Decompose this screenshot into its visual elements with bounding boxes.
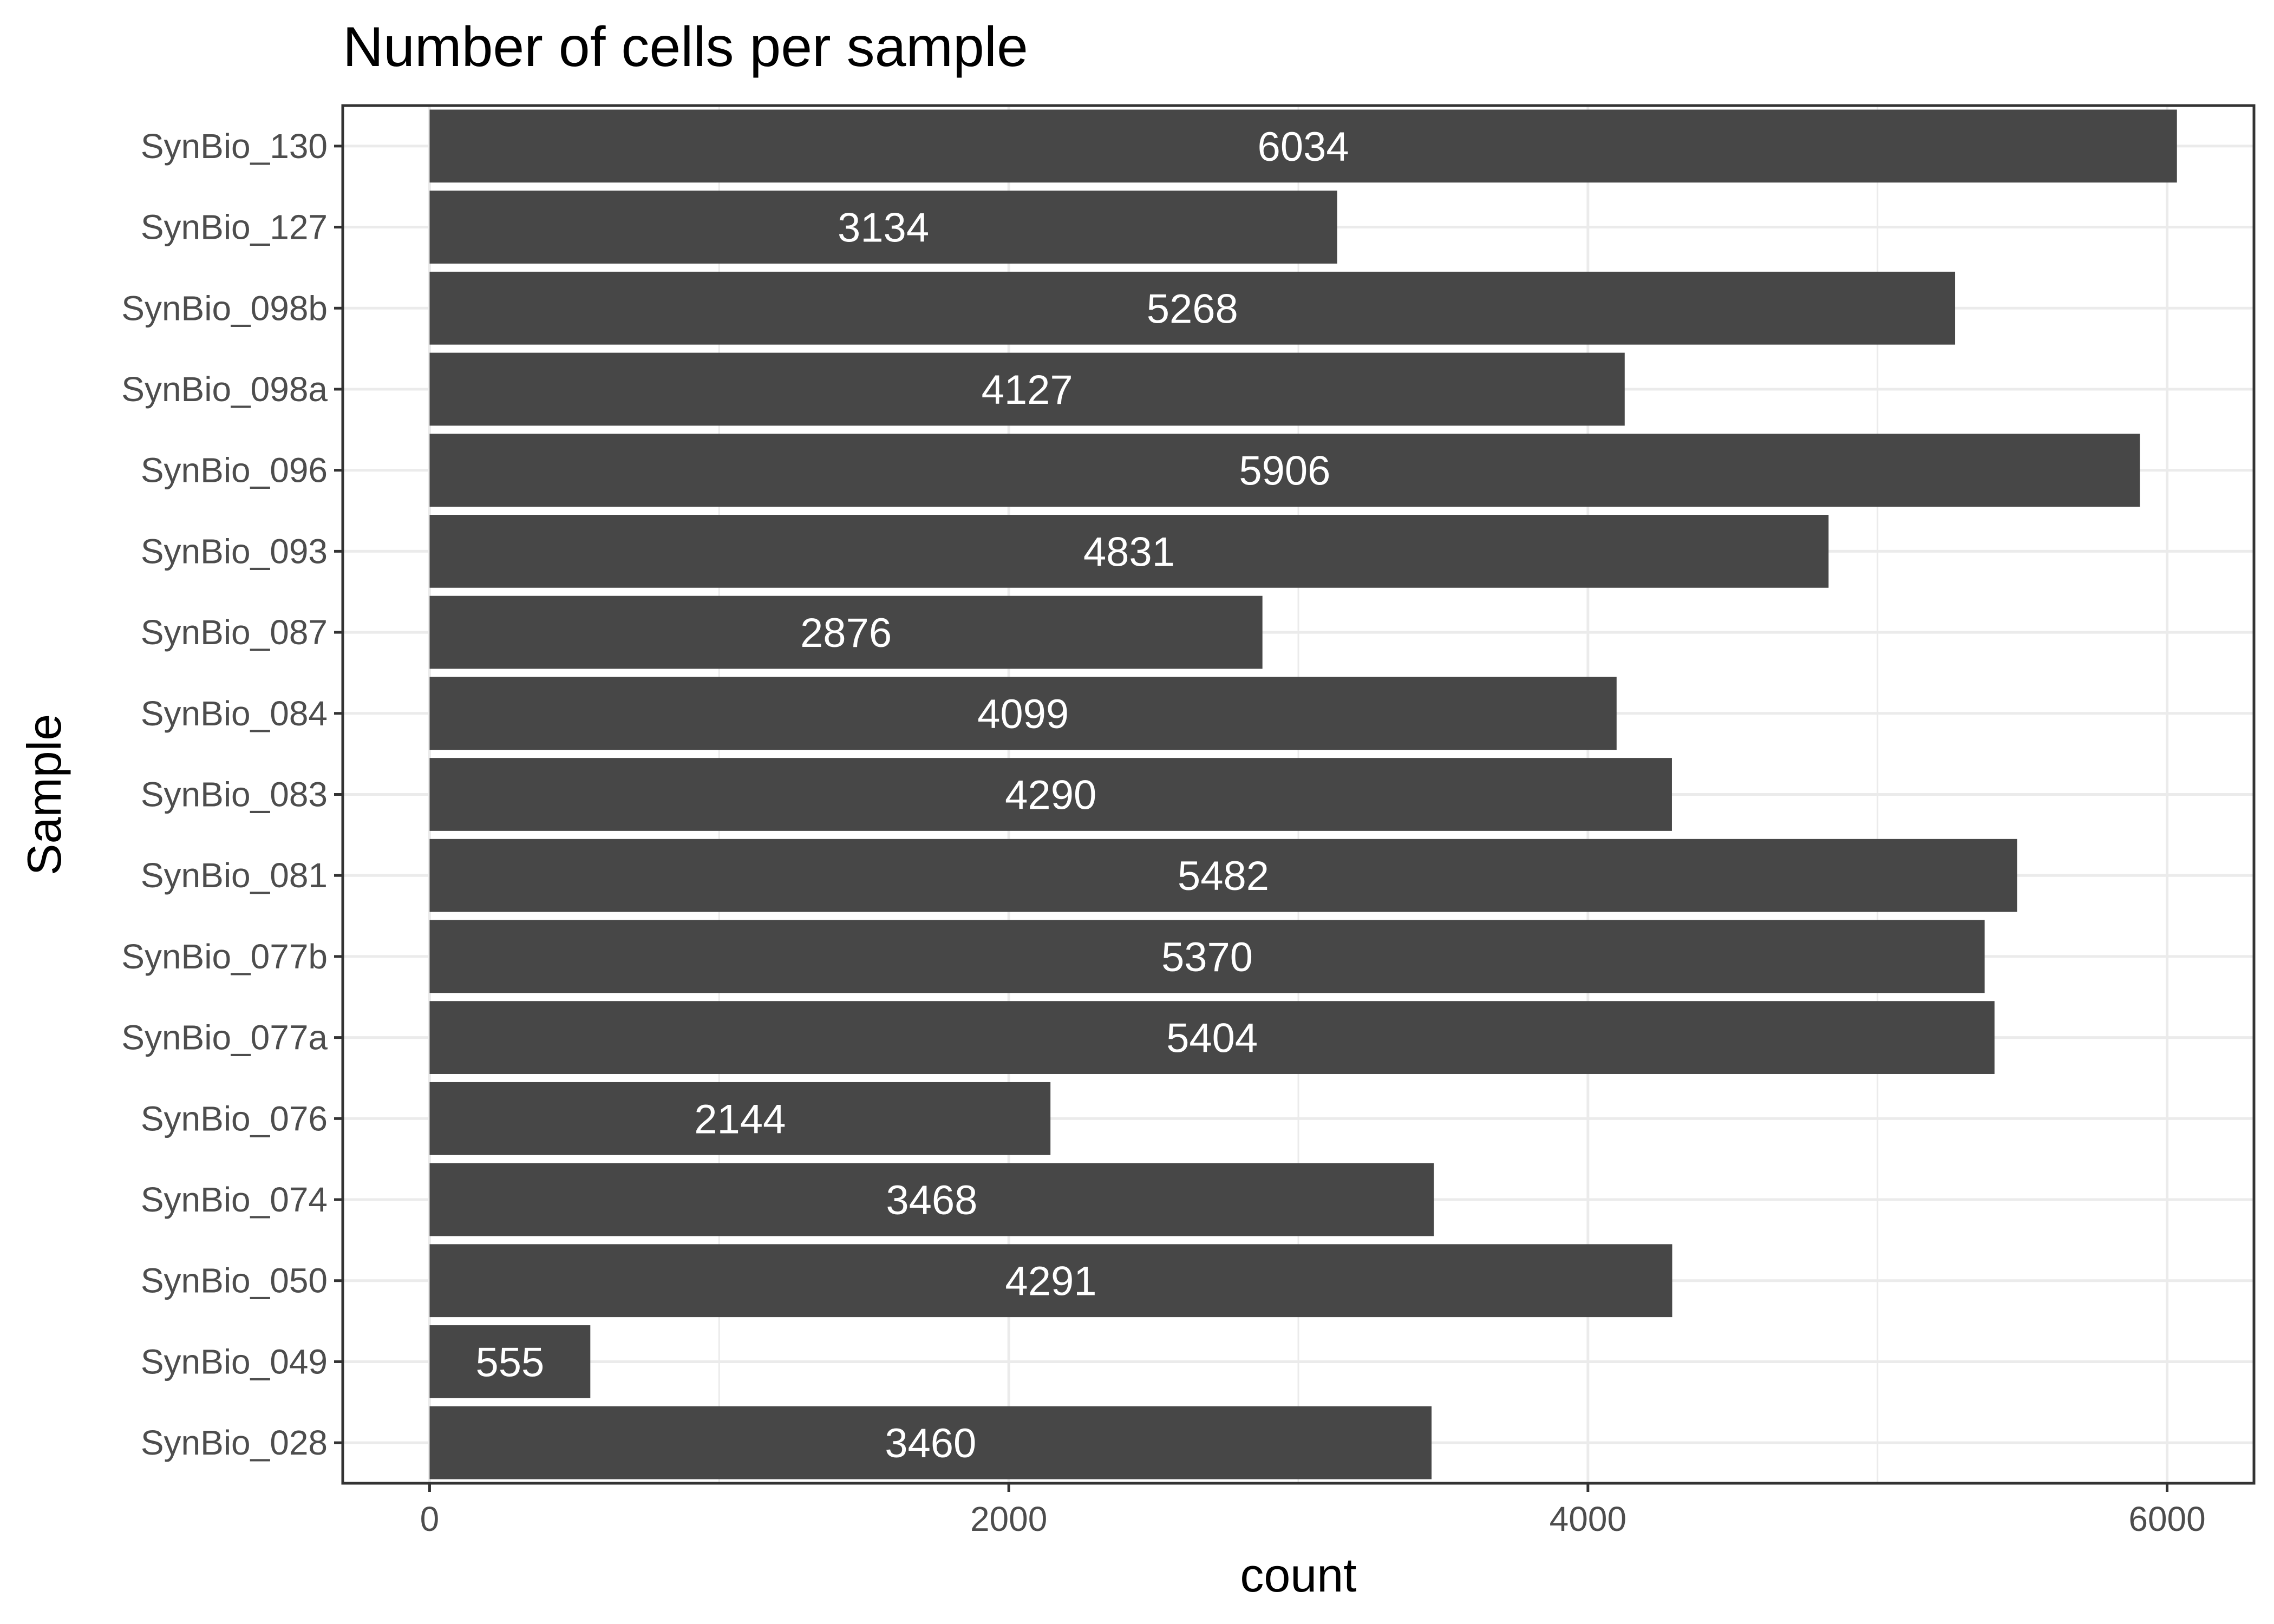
bar-value-label: 5268 (1147, 286, 1238, 332)
y-tick-label: SynBio_077a (121, 1018, 328, 1057)
bar (429, 1406, 1432, 1479)
y-tick-label: SynBio_083 (141, 775, 328, 814)
y-tick-label: SynBio_098b (121, 289, 328, 328)
bar-value-label: 5370 (1161, 934, 1253, 980)
bar (429, 839, 2017, 912)
y-tick-label: SynBio_093 (141, 532, 328, 571)
bar-value-label: 4127 (982, 367, 1073, 413)
bar (429, 352, 1625, 426)
bar-value-label: 3460 (885, 1420, 976, 1466)
bar (429, 271, 1956, 345)
bar-value-label: 3468 (886, 1177, 977, 1223)
bar-value-label: 4831 (1083, 529, 1175, 575)
bar (429, 758, 1672, 831)
y-tick-label: SynBio_087 (141, 613, 328, 652)
y-tick-label: SynBio_098a (121, 370, 328, 409)
bar-value-label: 4290 (1005, 772, 1096, 818)
bar (429, 1001, 1995, 1074)
x-tick-label: 0 (420, 1499, 440, 1538)
bar (429, 677, 1617, 750)
y-tick-label: SynBio_028 (141, 1423, 328, 1462)
bars (429, 109, 2177, 1479)
y-tick-label: SynBio_096 (141, 451, 328, 490)
y-tick-label: SynBio_081 (141, 856, 328, 895)
bar-value-label: 6034 (1258, 124, 1349, 170)
bar-value-label: 2876 (800, 610, 892, 656)
bar (429, 1325, 591, 1398)
x-tick-label: 6000 (2128, 1499, 2205, 1538)
y-tick-label: SynBio_076 (141, 1099, 328, 1138)
y-axis: SynBio_130 SynBio_127 SynBio_098b SynBio_09… (121, 127, 343, 1462)
bar (429, 109, 2177, 183)
bar (429, 920, 1985, 993)
x-tick-label: 2000 (970, 1499, 1047, 1538)
bar (429, 191, 1337, 264)
y-tick-label: SynBio_050 (141, 1261, 328, 1300)
bar (429, 515, 1829, 588)
chart-title: Number of cells per sample (343, 16, 1028, 78)
bar-value-label: 4099 (977, 691, 1069, 737)
y-tick-label: SynBio_130 (141, 127, 328, 166)
x-axis: 0 2000 4000 6000 (420, 1483, 2206, 1538)
bar (429, 1082, 1051, 1155)
bar-value-label: 3134 (838, 205, 929, 251)
y-tick-label: SynBio_077b (121, 937, 328, 976)
bar-value-labels: 6034 3134 5268 4127 5906 4831 2876 4099 4290 5482… (475, 124, 1349, 1466)
bar-value-label: 555 (475, 1339, 544, 1385)
bar (429, 1163, 1434, 1236)
bar-value-label: 4291 (1005, 1259, 1096, 1305)
bar-value-label: 5906 (1239, 448, 1330, 494)
y-axis-title: Sample (17, 714, 71, 875)
bar (429, 1244, 1672, 1318)
bar-value-label: 5482 (1178, 853, 1269, 899)
y-tick-label: SynBio_084 (141, 694, 328, 733)
bar (429, 434, 2140, 507)
bar (429, 595, 1263, 669)
bar-value-label: 2144 (694, 1096, 786, 1142)
x-tick-label: 4000 (1550, 1499, 1626, 1538)
y-tick-label: SynBio_127 (141, 208, 328, 247)
bar-value-label: 5404 (1166, 1016, 1258, 1062)
y-tick-label: SynBio_049 (141, 1342, 328, 1381)
x-axis-title: count (1240, 1548, 1356, 1602)
y-tick-label: SynBio_074 (141, 1180, 328, 1219)
